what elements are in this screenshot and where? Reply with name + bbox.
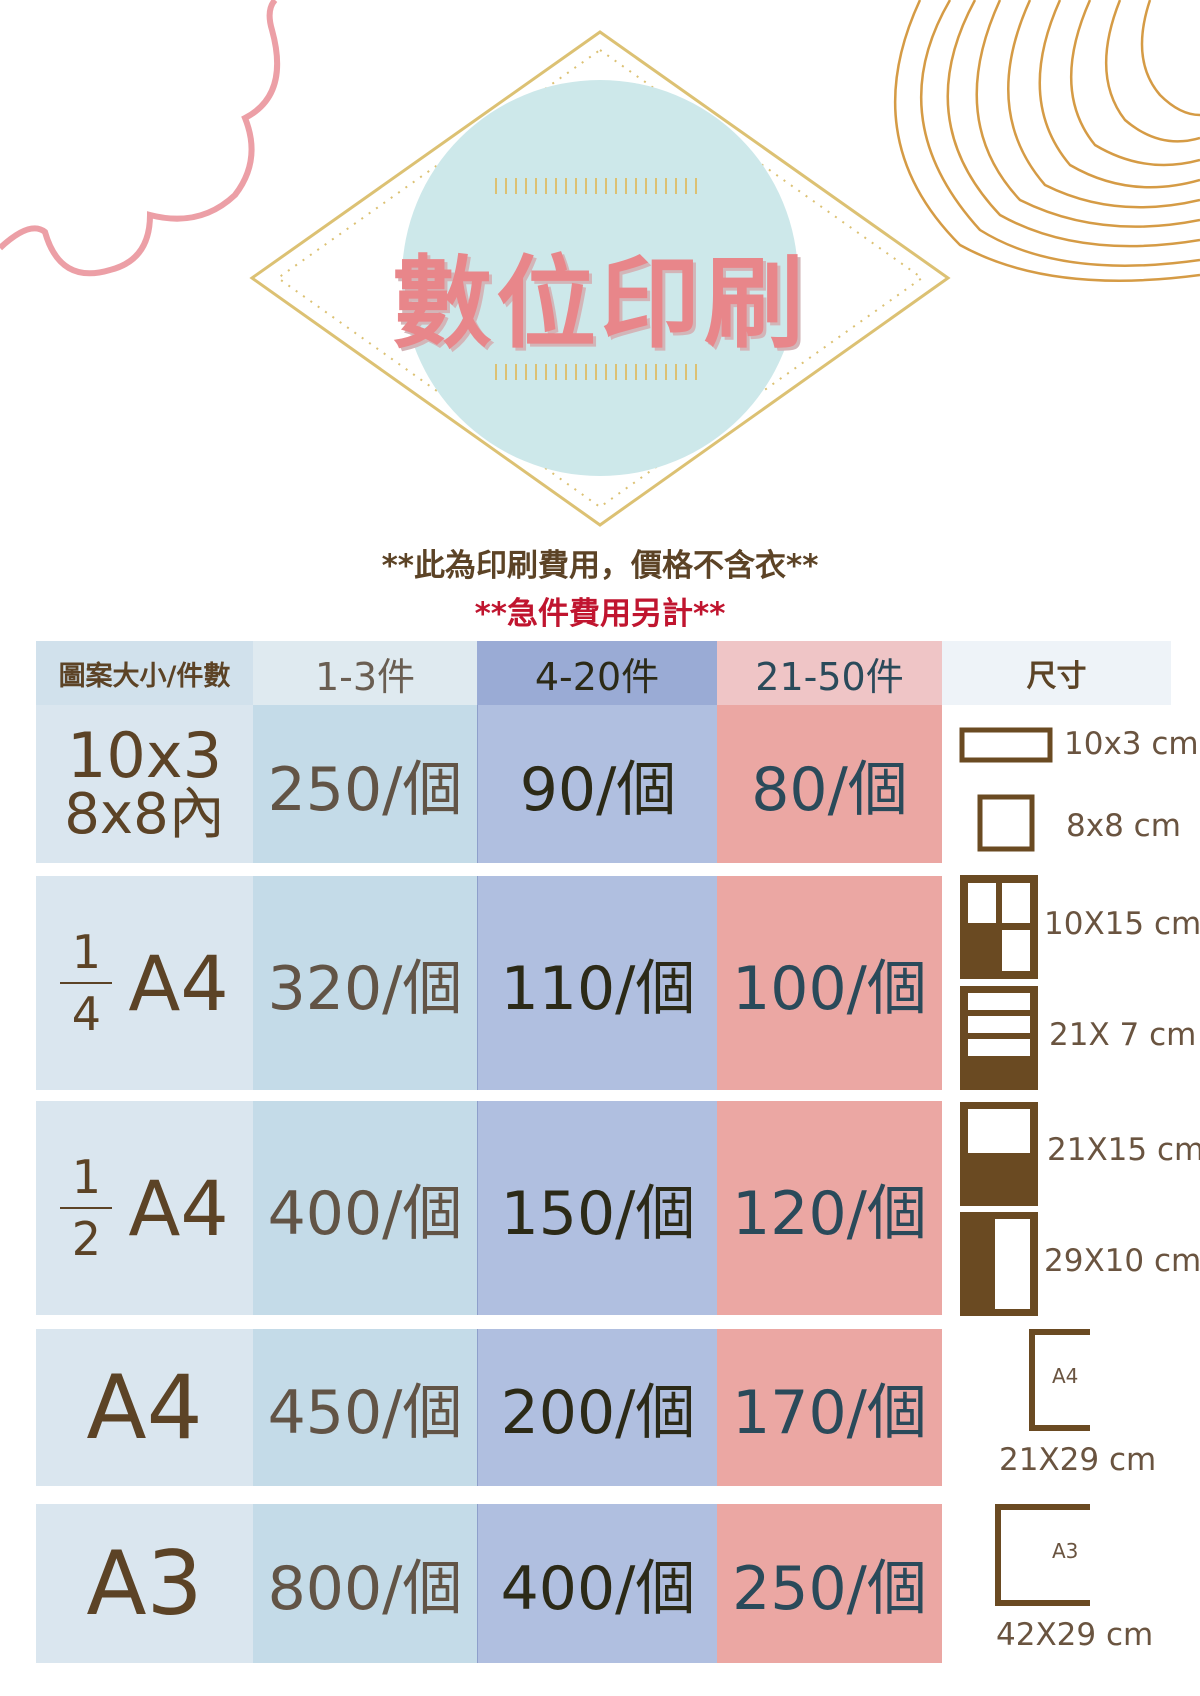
price-cell: 320/個	[253, 876, 477, 1090]
price-cell: 200/個	[477, 1329, 718, 1486]
urgent-note: **急件費用另計**	[474, 596, 726, 632]
price-cell: 400/個	[477, 1504, 718, 1663]
quarter-a4-icon	[960, 875, 1038, 979]
a4-frame-icon	[1029, 1329, 1090, 1431]
row-label-small: 10x3 8x8內	[36, 705, 253, 863]
balloon-stripes-icon	[894, 0, 1200, 282]
strip-21x7-icon	[960, 986, 1038, 1090]
row-label-a4: A4	[36, 1329, 253, 1486]
price-cell: 250/個	[717, 1504, 942, 1663]
size-label: 21X15 cm	[1047, 1132, 1200, 1168]
title-diamond	[249, 30, 951, 527]
price-note: **此為印刷費用，價格不含衣**	[381, 548, 819, 584]
a3-icon-label: A3	[1052, 1539, 1079, 1563]
a4-icon-label: A4	[1052, 1364, 1079, 1388]
header-size-count: 圖案大小/件數	[36, 641, 253, 705]
price-cell: 120/個	[717, 1101, 942, 1315]
price-cell: 90/個	[477, 705, 718, 863]
price-cell: 250/個	[253, 705, 477, 863]
row-label-half-a4: 1 2 A4	[36, 1101, 253, 1315]
size-icons	[959, 727, 1090, 1606]
header-dimensions: 尺寸	[942, 641, 1171, 705]
cloud-outline	[0, 0, 281, 277]
header-decoration	[0, 0, 1200, 527]
fraction-denominator: 2	[71, 1212, 101, 1266]
size-label: 10X15 cm	[1044, 906, 1200, 942]
price-cell: 450/個	[253, 1329, 477, 1486]
fraction-numerator: 1	[71, 924, 101, 979]
label-line2: 8x8內	[64, 782, 225, 847]
page-title: 數位印刷	[392, 245, 808, 362]
price-cell: 150/個	[477, 1101, 718, 1315]
fraction-numerator: 1	[71, 1149, 101, 1204]
size-label: 42X29 cm	[996, 1617, 1154, 1653]
price-cell: 170/個	[717, 1329, 942, 1486]
price-cell: 800/個	[253, 1504, 477, 1663]
price-cell: 110/個	[477, 876, 718, 1090]
header-4-20: 4-20件	[477, 641, 717, 705]
price-cell: 400/個	[253, 1101, 477, 1315]
row-label-a3: A3	[36, 1504, 253, 1663]
square-8x8-icon	[977, 794, 1035, 852]
size-label: 10x3 cm	[1064, 726, 1199, 762]
half-a4-icon	[960, 1102, 1038, 1206]
price-cell: 100/個	[717, 876, 942, 1090]
price-cell: 80/個	[717, 705, 942, 863]
header-21-50: 21-50件	[717, 641, 942, 705]
title-circle	[402, 80, 798, 476]
rect-10x3-icon	[959, 727, 1053, 763]
fraction-denominator: 4	[71, 987, 101, 1041]
label-line1: 10x3	[66, 719, 223, 792]
label: A4	[128, 1163, 229, 1253]
row-label-quarter-a4: 1 4 A4	[36, 876, 253, 1090]
size-label: 8x8 cm	[1066, 808, 1181, 844]
size-label: 21X 7 cm	[1049, 1017, 1197, 1053]
size-label: 21X29 cm	[999, 1442, 1157, 1478]
label: A4	[128, 938, 229, 1028]
strip-29x10-icon	[960, 1212, 1038, 1316]
a3-frame-icon	[995, 1504, 1090, 1606]
header-1-3: 1-3件	[253, 641, 477, 705]
size-label: 29X10 cm	[1044, 1243, 1200, 1279]
